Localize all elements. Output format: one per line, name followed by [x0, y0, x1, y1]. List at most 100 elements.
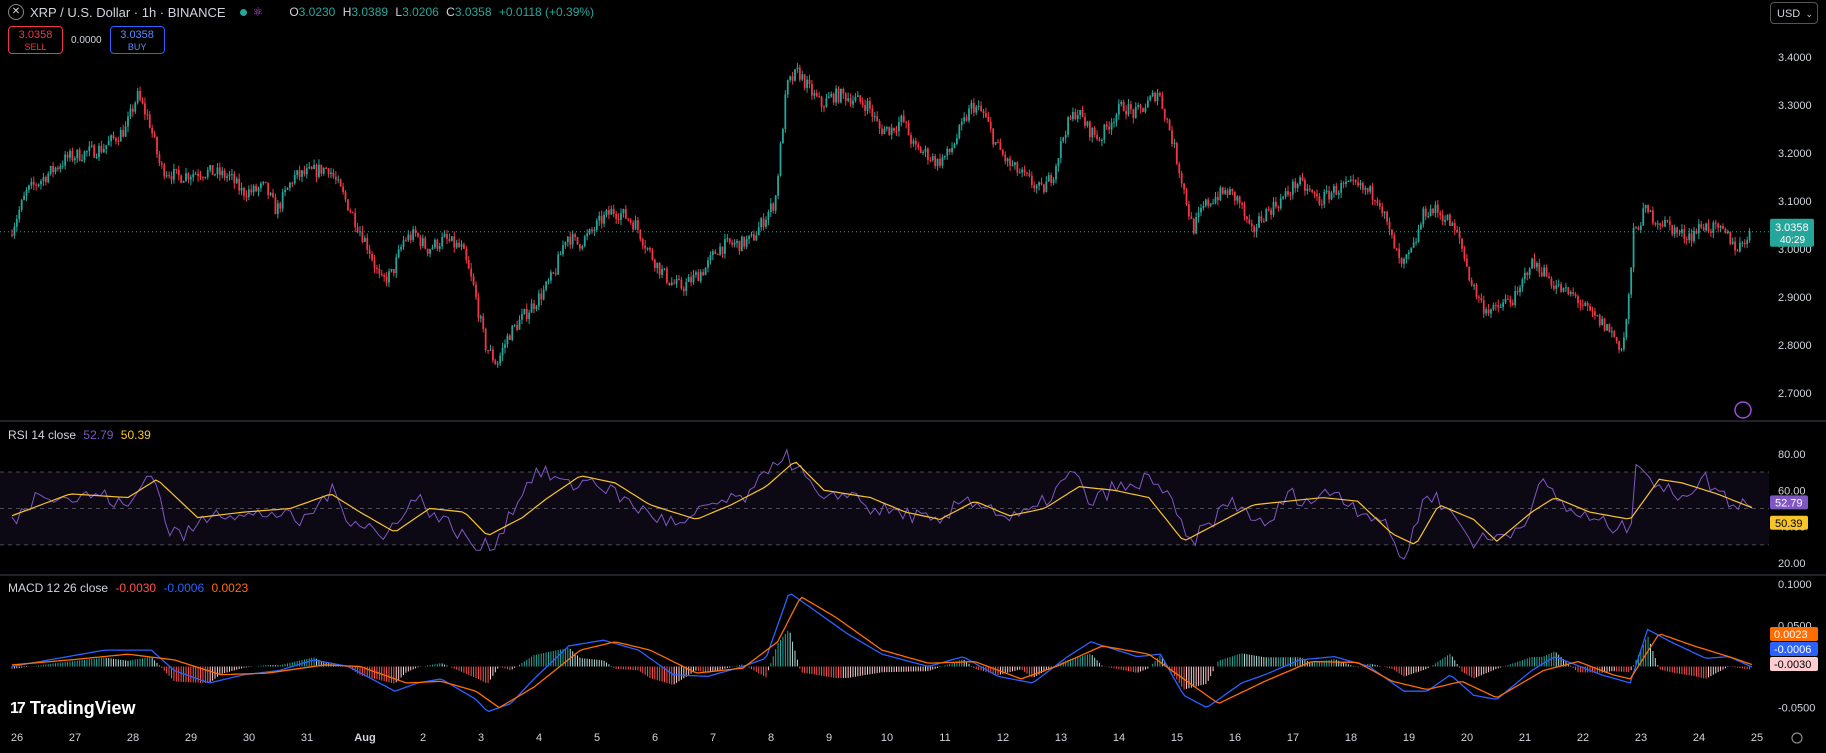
candle [467, 259, 470, 269]
candle [1108, 126, 1111, 130]
sell-button[interactable]: 3.0358 SELL [8, 26, 63, 54]
candle [782, 129, 784, 144]
candle [100, 145, 103, 153]
time-tick-label: 8 [768, 732, 774, 744]
market-status-icon [239, 8, 247, 16]
candle [745, 239, 748, 247]
time-tick-label: 11 [939, 732, 950, 744]
macd-signal-badge [1770, 627, 1818, 641]
candle [131, 108, 134, 112]
candle [148, 114, 151, 128]
candle [620, 213, 622, 221]
candle [122, 130, 125, 137]
candle [658, 262, 661, 275]
candle [1055, 166, 1057, 180]
symbol-title[interactable]: XRP / U.S. Dollar · 1h · BINANCE [30, 4, 226, 20]
candle [1371, 186, 1374, 200]
macd-line [11, 593, 1753, 713]
candle [124, 126, 127, 137]
candle [1494, 305, 1497, 307]
share-icon[interactable]: ⚛ [252, 5, 264, 19]
macd-value-badge [1770, 642, 1818, 656]
candle [675, 278, 678, 284]
candle [378, 268, 381, 274]
candle [873, 116, 876, 118]
time-tick-label: 24 [1693, 732, 1705, 744]
candle [1671, 224, 1674, 235]
candle [1717, 223, 1720, 228]
candle [835, 88, 837, 103]
candle [168, 175, 170, 177]
candle [315, 165, 318, 177]
candle [1139, 105, 1142, 108]
candle [496, 363, 499, 365]
candle [968, 108, 970, 121]
candle [1171, 130, 1173, 145]
candle [1212, 203, 1214, 205]
candle [1594, 311, 1596, 316]
candle [649, 248, 651, 251]
candle [1359, 183, 1362, 186]
candle [1180, 173, 1183, 184]
candle [286, 187, 289, 190]
tradingview-logo[interactable]: 17 TradingView [10, 698, 136, 718]
candle [1453, 222, 1456, 230]
candle [1021, 169, 1024, 173]
candle [707, 260, 709, 268]
candle [163, 164, 166, 177]
candle [528, 312, 531, 320]
rsi-tick-label: 20.00 [1778, 558, 1806, 570]
candle [784, 94, 787, 130]
close-icon[interactable]: ✕ [8, 4, 24, 20]
rsi-legend: RSI 14 close 52.79 50.39 [8, 428, 151, 442]
currency-select[interactable]: USD ⌄ [1770, 2, 1818, 24]
candle [1318, 196, 1321, 205]
candle [1707, 223, 1710, 232]
candle [107, 141, 110, 146]
candle [965, 117, 968, 121]
candle [20, 200, 23, 210]
candle [1548, 276, 1550, 279]
candle [1606, 324, 1608, 331]
candle [1386, 211, 1388, 222]
candle [791, 76, 794, 81]
candle [1526, 272, 1529, 276]
candle [57, 167, 59, 169]
candle [1072, 112, 1074, 120]
candle [129, 108, 132, 117]
candle [518, 319, 521, 330]
candle [1151, 92, 1154, 97]
candle [929, 160, 932, 162]
candle [185, 173, 187, 182]
candle [1480, 297, 1483, 301]
price-tick-label: 2.8000 [1778, 340, 1812, 352]
candle [1572, 292, 1575, 295]
candle [264, 181, 267, 183]
candle [1026, 172, 1028, 174]
buy-button[interactable]: 3.0358 BUY [109, 26, 165, 54]
candle [187, 173, 190, 180]
candle [1260, 216, 1263, 222]
candle [811, 84, 813, 96]
candle [726, 238, 729, 240]
candle [1598, 315, 1601, 325]
candle [1059, 141, 1062, 159]
candle [1581, 304, 1584, 306]
rsi-value-badge-label: 52.79 [1775, 497, 1803, 509]
candle [1045, 181, 1048, 193]
candle [281, 191, 284, 209]
candle [504, 344, 506, 348]
candle [871, 108, 874, 117]
candle [687, 277, 690, 283]
candle [1376, 200, 1379, 203]
candle [931, 156, 934, 161]
candle [1115, 114, 1118, 123]
candle [823, 106, 825, 108]
candle [934, 156, 937, 167]
candle [93, 145, 96, 158]
candle [1035, 185, 1038, 189]
candle [1393, 235, 1396, 249]
candle [1262, 221, 1265, 223]
candle [943, 155, 946, 158]
